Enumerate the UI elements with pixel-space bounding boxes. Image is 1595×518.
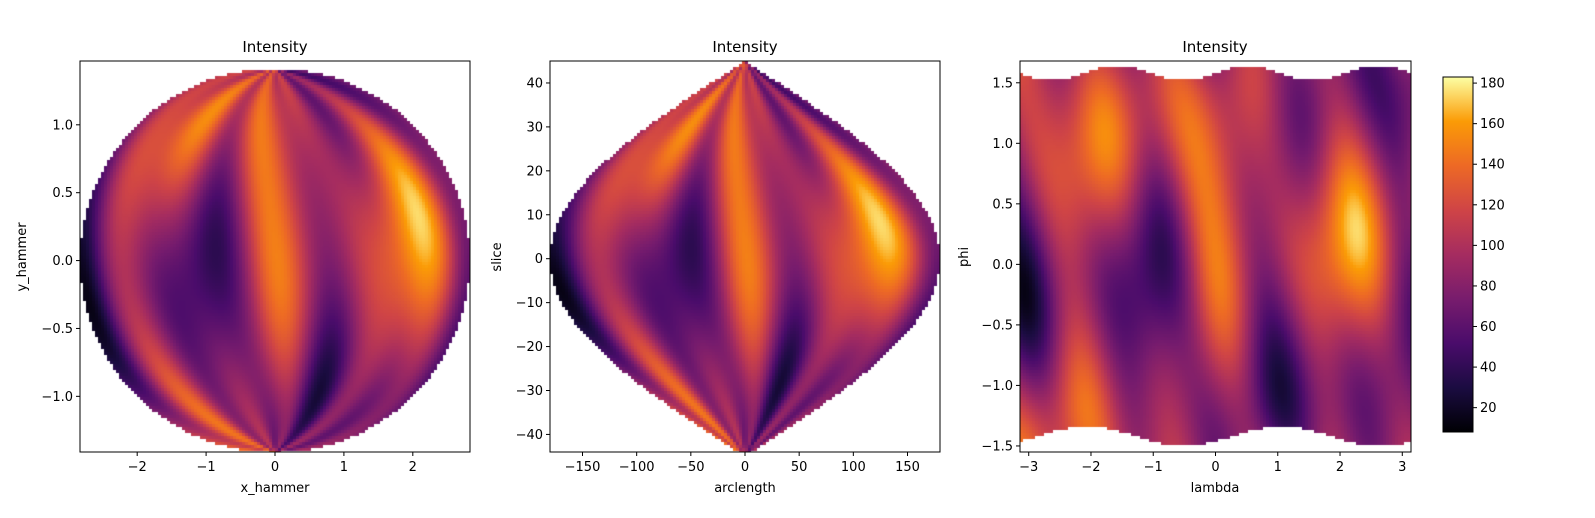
colorbar-gradient — [1442, 76, 1474, 433]
heatmap-image — [1020, 61, 1411, 452]
y-tick-label: −0.5 — [981, 318, 1013, 333]
axes: −3 −2 −1 0 1 2 3 −1.5 −1.0 −0.5 0.0 0.5 1.0 1.5 — [981, 76, 1406, 475]
x-tick-label: −100 — [619, 460, 655, 475]
colorbar: 20 40 60 80 100 120 140 160 180 — [1442, 76, 1505, 433]
axes: −150 −100 −50 0 50 100 150−40−30−20−1001020304… — [516, 76, 920, 475]
y-tick-label: 0.5 — [52, 186, 73, 201]
chart-title: Intensity — [1182, 38, 1247, 56]
heatmap-image — [80, 61, 470, 452]
x-tick-label: −1 — [1144, 460, 1163, 475]
x-tick-label: 0 — [741, 460, 749, 475]
x-axis-label: arclength — [714, 481, 776, 496]
y-tick-label: 30 — [526, 120, 543, 135]
panel-sinusoidal: Intensity −150 −100 −50 0 50 100 150−40−30−20−… — [490, 38, 941, 496]
x-tick-label: −3 — [1019, 460, 1038, 475]
heatmap-image — [550, 61, 940, 452]
x-axis-label: x_hammer — [240, 481, 310, 496]
x-tick-label: −50 — [677, 460, 704, 475]
colorbar-tick-label: 20 — [1480, 401, 1497, 416]
y-axis-label: y_hammer — [15, 222, 30, 292]
x-tick-label: −2 — [1081, 460, 1100, 475]
y-tick-label: 0.0 — [52, 254, 73, 269]
x-tick-label: 2 — [1336, 460, 1344, 475]
x-tick-label: 0 — [1211, 460, 1219, 475]
colorbar-tick-label: 180 — [1480, 77, 1505, 92]
y-tick-label: −30 — [516, 384, 543, 399]
colorbar-tick-label: 160 — [1480, 117, 1505, 132]
panel-equirectangular: Intensity −3 −2 −1 0 1 2 3 −1.5 −1.0 −0.5 0.0 0.5 1.… — [957, 38, 1412, 496]
axes: −2 −1 0 1 2 −1.0 −0.5 0.0 0.5 1.0 — [41, 118, 417, 475]
y-tick-label: −40 — [516, 428, 543, 443]
panel-hammer: Intensity −2 −1 0 1 2 −1.0 −0.5 0.0 0.5 1.0 x_ham… — [15, 38, 471, 496]
x-tick-label: −2 — [128, 460, 147, 475]
y-tick-label: 10 — [526, 208, 543, 223]
y-tick-label: −0.5 — [41, 322, 73, 337]
y-tick-label: 20 — [526, 164, 543, 179]
x-tick-label: −150 — [565, 460, 601, 475]
y-tick-label: −1.0 — [41, 390, 73, 405]
x-tick-label: 1 — [1274, 460, 1282, 475]
x-tick-label: 1 — [340, 460, 348, 475]
y-tick-label: −1.5 — [981, 439, 1013, 454]
chart-title: Intensity — [242, 38, 307, 56]
x-tick-label: 50 — [791, 460, 808, 475]
colorbar-tick-label: 80 — [1480, 279, 1497, 294]
y-tick-label: 40 — [526, 76, 543, 91]
y-tick-label: −1.0 — [981, 379, 1013, 394]
y-axis-label: phi — [957, 247, 972, 267]
y-axis-label: slice — [490, 242, 505, 271]
y-tick-label: −20 — [516, 340, 543, 355]
y-tick-label: −10 — [516, 296, 543, 311]
x-tick-label: 2 — [409, 460, 417, 475]
y-tick-label: 1.0 — [992, 137, 1013, 152]
x-tick-label: 0 — [271, 460, 279, 475]
x-tick-label: 3 — [1398, 460, 1406, 475]
y-tick-label: 0 — [535, 252, 543, 267]
y-tick-label: 1.0 — [52, 118, 73, 133]
y-tick-label: 1.5 — [992, 76, 1013, 91]
x-axis-label: lambda — [1191, 481, 1240, 496]
colorbar-tick-label: 120 — [1480, 198, 1505, 213]
y-tick-label: 0.0 — [992, 258, 1013, 273]
y-tick-label: 0.5 — [992, 197, 1013, 212]
colorbar-ticks: 20 40 60 80 100 120 140 160 180 — [1473, 77, 1505, 416]
colorbar-tick-label: 140 — [1480, 158, 1505, 173]
colorbar-tick-label: 100 — [1480, 239, 1505, 254]
x-tick-label: 150 — [895, 460, 920, 475]
colorbar-tick-label: 60 — [1480, 320, 1497, 335]
x-tick-label: 100 — [841, 460, 866, 475]
x-tick-label: −1 — [197, 460, 216, 475]
chart-title: Intensity — [712, 38, 777, 56]
colorbar-tick-label: 40 — [1480, 361, 1497, 376]
